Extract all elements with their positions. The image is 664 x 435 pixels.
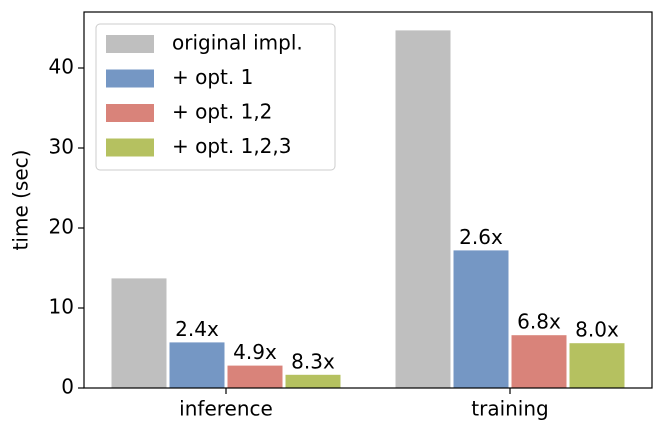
bar-annotation: 2.6x	[459, 225, 503, 249]
legend-label: + opt. 1,2,3	[172, 134, 292, 158]
bar	[227, 365, 283, 388]
bar	[395, 30, 451, 389]
x-tick-label: inference	[179, 397, 273, 421]
bar-annotation: 2.4x	[175, 317, 219, 341]
legend-swatch	[106, 35, 154, 53]
bar	[569, 343, 625, 388]
legend-swatch	[106, 69, 154, 88]
bar-annotation: 8.0x	[575, 318, 619, 342]
y-tick-label: 10	[49, 295, 74, 319]
y-tick-label: 0	[61, 375, 74, 399]
bar	[511, 335, 567, 388]
y-tick-label: 30	[49, 135, 74, 159]
bar	[285, 374, 341, 388]
legend-box	[95, 23, 336, 171]
legend-swatch	[106, 138, 154, 157]
legend-label: + opt. 1,2	[172, 100, 272, 124]
bar-annotation: 6.8x	[517, 310, 561, 334]
y-tick-label: 40	[49, 55, 74, 79]
legend-label: original impl.	[172, 31, 303, 55]
bar	[111, 278, 167, 388]
bar	[453, 250, 509, 388]
legend-swatch	[106, 104, 154, 122]
bar-annotation: 8.3x	[291, 349, 335, 373]
bar-annotation: 4.9x	[233, 340, 277, 364]
x-tick-label: training	[471, 397, 548, 421]
bar	[169, 342, 225, 388]
legend-label: + opt. 1	[172, 65, 253, 89]
y-axis-label: time (sec)	[9, 150, 33, 251]
plot-frame	[83, 11, 653, 389]
y-tick-label: 20	[49, 215, 74, 239]
